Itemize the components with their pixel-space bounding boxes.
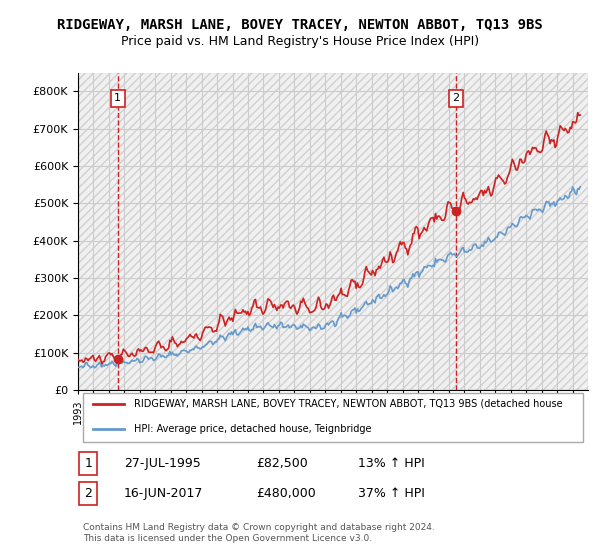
Text: 1: 1 <box>114 93 121 103</box>
Text: RIDGEWAY, MARSH LANE, BOVEY TRACEY, NEWTON ABBOT, TQ13 9BS: RIDGEWAY, MARSH LANE, BOVEY TRACEY, NEWT… <box>57 18 543 32</box>
Text: 13% ↑ HPI: 13% ↑ HPI <box>359 457 425 470</box>
Text: 2: 2 <box>452 93 460 103</box>
Text: 1: 1 <box>84 457 92 470</box>
FancyBboxPatch shape <box>83 393 583 442</box>
Text: 37% ↑ HPI: 37% ↑ HPI <box>359 487 425 500</box>
Text: RIDGEWAY, MARSH LANE, BOVEY TRACEY, NEWTON ABBOT, TQ13 9BS (detached house: RIDGEWAY, MARSH LANE, BOVEY TRACEY, NEWT… <box>134 399 563 409</box>
Text: Price paid vs. HM Land Registry's House Price Index (HPI): Price paid vs. HM Land Registry's House … <box>121 35 479 49</box>
Text: HPI: Average price, detached house, Teignbridge: HPI: Average price, detached house, Teig… <box>134 424 371 435</box>
Text: 27-JUL-1995: 27-JUL-1995 <box>124 457 200 470</box>
Text: Contains HM Land Registry data © Crown copyright and database right 2024.
This d: Contains HM Land Registry data © Crown c… <box>83 524 435 543</box>
Text: £82,500: £82,500 <box>257 457 308 470</box>
Text: £480,000: £480,000 <box>257 487 316 500</box>
Text: 2: 2 <box>84 487 92 500</box>
Text: 16-JUN-2017: 16-JUN-2017 <box>124 487 203 500</box>
